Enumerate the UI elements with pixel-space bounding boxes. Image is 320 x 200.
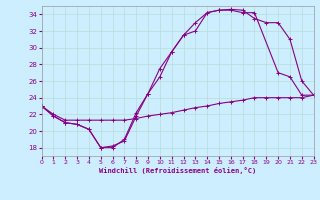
X-axis label: Windchill (Refroidissement éolien,°C): Windchill (Refroidissement éolien,°C) [99, 167, 256, 174]
